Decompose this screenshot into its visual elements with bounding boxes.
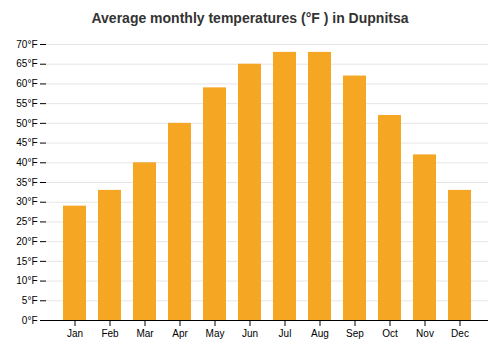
svg-text:25°F: 25°F <box>16 216 37 227</box>
svg-text:Feb: Feb <box>101 328 119 339</box>
svg-text:Nov: Nov <box>416 328 434 339</box>
svg-text:40°F: 40°F <box>16 157 37 168</box>
svg-text:Sep: Sep <box>346 328 364 339</box>
svg-text:Aug: Aug <box>311 328 329 339</box>
html-text:Average monthly temperatures (: Average monthly temperatures (°F ) in Du… <box>91 10 409 26</box>
svg-text:May: May <box>206 328 225 339</box>
svg-text:Jan: Jan <box>67 328 83 339</box>
svg-text:50°F: 50°F <box>16 118 37 129</box>
svg-text:Jun: Jun <box>242 328 258 339</box>
svg-text:0°F: 0°F <box>22 315 38 326</box>
svg-text:Oct: Oct <box>382 328 398 339</box>
svg-text:20°F: 20°F <box>16 236 37 247</box>
svg-text:5°F: 5°F <box>22 295 38 306</box>
svg-text:60°F: 60°F <box>16 78 37 89</box>
svg-text:Jul: Jul <box>279 328 292 339</box>
svg-text:55°F: 55°F <box>16 98 37 109</box>
svg-text:45°F: 45°F <box>16 137 37 148</box>
svg-text:35°F: 35°F <box>16 177 37 188</box>
svg-text:Mar: Mar <box>136 328 154 339</box>
svg-text:10°F: 10°F <box>16 275 37 286</box>
svg-text:70°F: 70°F <box>16 39 37 50</box>
svg-text:Apr: Apr <box>172 328 188 339</box>
svg-text:15°F: 15°F <box>16 256 37 267</box>
svg-text:65°F: 65°F <box>16 58 37 69</box>
svg-text:30°F: 30°F <box>16 196 37 207</box>
svg-text:Dec: Dec <box>451 328 469 339</box>
